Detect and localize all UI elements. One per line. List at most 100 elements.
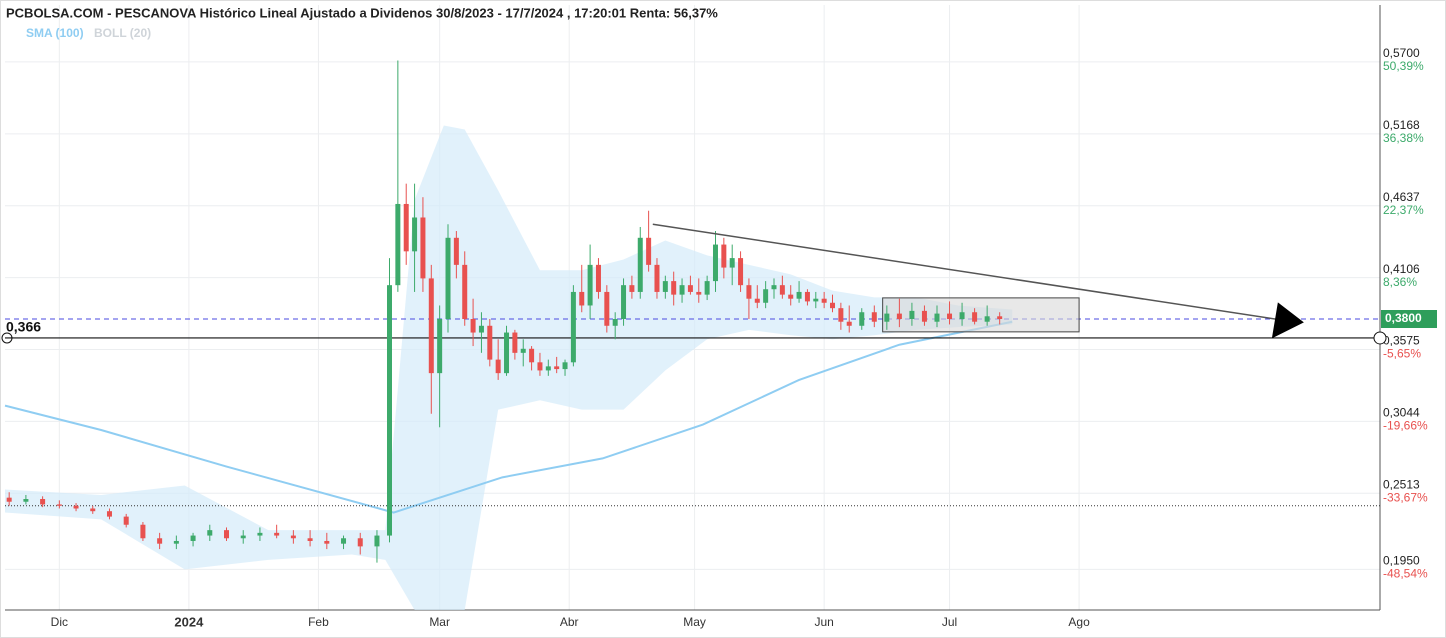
candle-body <box>595 264 601 292</box>
candle-body <box>587 264 593 306</box>
candle-body <box>696 291 702 295</box>
range-box <box>882 297 1080 333</box>
candle-body <box>562 362 568 370</box>
candle-body <box>984 316 990 322</box>
candle-body <box>754 298 760 303</box>
candle-body <box>324 540 330 544</box>
candle-body <box>504 332 510 374</box>
candle-body <box>621 285 627 320</box>
candle-body <box>140 524 146 539</box>
candle-body <box>395 203 401 286</box>
candle-body <box>813 298 819 302</box>
candle-body <box>290 535 296 539</box>
y-tick-label: 0,2513 <box>1383 477 1420 491</box>
candle-body <box>721 244 727 268</box>
candle-body <box>537 362 543 371</box>
x-tick-label: Ago <box>1068 615 1090 629</box>
candle-body <box>947 313 953 320</box>
candle-body <box>529 348 535 363</box>
candle-body <box>341 538 347 544</box>
y-tick-pct: -5,65% <box>1383 347 1421 361</box>
candle-body <box>437 319 443 374</box>
candle-body <box>997 316 1003 320</box>
candle-body <box>520 348 526 353</box>
y-tick-pct: 22,37% <box>1383 203 1424 217</box>
candle-body <box>779 285 785 295</box>
candle-body <box>637 237 643 292</box>
candle-body <box>173 540 179 544</box>
candle-body <box>40 499 46 505</box>
support-label: 0,366 <box>6 319 41 335</box>
candle-body <box>921 310 927 322</box>
candle-body <box>224 530 230 539</box>
candle-body <box>428 278 434 374</box>
candle-body <box>274 532 280 536</box>
legend-boll: BOLL (20) <box>94 26 151 40</box>
x-tick-label: Feb <box>308 615 329 629</box>
candle-body <box>56 504 62 506</box>
handle <box>1 332 13 344</box>
candle-body <box>830 302 836 309</box>
candle-body <box>871 312 877 322</box>
y-tick-pct: 36,38% <box>1383 131 1424 145</box>
candle-body <box>403 203 409 252</box>
chart-title: PCBOLSA.COM - PESCANOVA Histórico Lineal… <box>6 5 718 20</box>
candle-body <box>909 310 915 320</box>
y-tick-label: 0,3575 <box>1383 334 1420 348</box>
x-tick-label: 2024 <box>174 614 204 629</box>
candle-body <box>470 319 476 333</box>
candle-body <box>478 325 484 333</box>
price-tag-label: 0,3800 <box>1385 311 1422 325</box>
candle-body <box>106 511 112 517</box>
x-tick-label: Mar <box>429 615 450 629</box>
candle-body <box>612 319 618 326</box>
candle-body <box>257 532 263 536</box>
candle-body <box>6 497 12 502</box>
plot-area: Dic 2024 Feb Mar Abr May Jun Jul Ago 0,570050,39%… <box>1 5 1437 629</box>
trendline <box>652 223 1284 322</box>
candle-body <box>412 217 418 252</box>
candle-body <box>746 285 752 299</box>
candle-body <box>604 291 610 326</box>
arrow-head <box>1271 302 1304 339</box>
candle-body <box>934 313 940 322</box>
candle-body <box>495 359 501 374</box>
candle-body <box>838 308 844 322</box>
x-tick-label: Abr <box>560 615 579 629</box>
y-tick-label: 0,5700 <box>1383 46 1420 60</box>
candle-body <box>729 258 735 268</box>
candle-body <box>240 535 246 539</box>
candle-body <box>545 366 551 371</box>
y-tick-label: 0,1950 <box>1383 554 1420 568</box>
candle-body <box>307 538 313 541</box>
candle-body <box>554 366 560 370</box>
candle-body <box>157 538 163 544</box>
candle-body <box>207 530 213 536</box>
candle-body <box>73 505 79 509</box>
candle-body <box>123 516 129 525</box>
candle-body <box>662 281 668 292</box>
candle-body <box>579 291 585 306</box>
candle-body <box>646 237 652 265</box>
legend-sma: SMA (100) <box>26 26 84 40</box>
candle-body <box>804 291 810 302</box>
candle-body <box>462 264 468 320</box>
candle-body <box>959 312 965 320</box>
sma-line <box>4 320 1013 514</box>
candle-body <box>570 291 576 363</box>
candle-body <box>972 312 978 322</box>
candle-body <box>629 285 635 292</box>
y-tick-pct: 8,36% <box>1383 275 1417 289</box>
candle-body <box>712 244 718 282</box>
price-tag <box>1381 310 1437 329</box>
candle-body <box>763 289 769 303</box>
candle-body <box>771 285 777 290</box>
candle-body <box>679 285 685 295</box>
candle-body <box>821 298 827 303</box>
candle-body <box>704 281 710 295</box>
y-tick-label: 0,5168 <box>1383 118 1420 132</box>
candle-body <box>90 508 96 512</box>
candle-body <box>23 499 29 502</box>
y-tick-label: 0,3044 <box>1383 405 1420 419</box>
